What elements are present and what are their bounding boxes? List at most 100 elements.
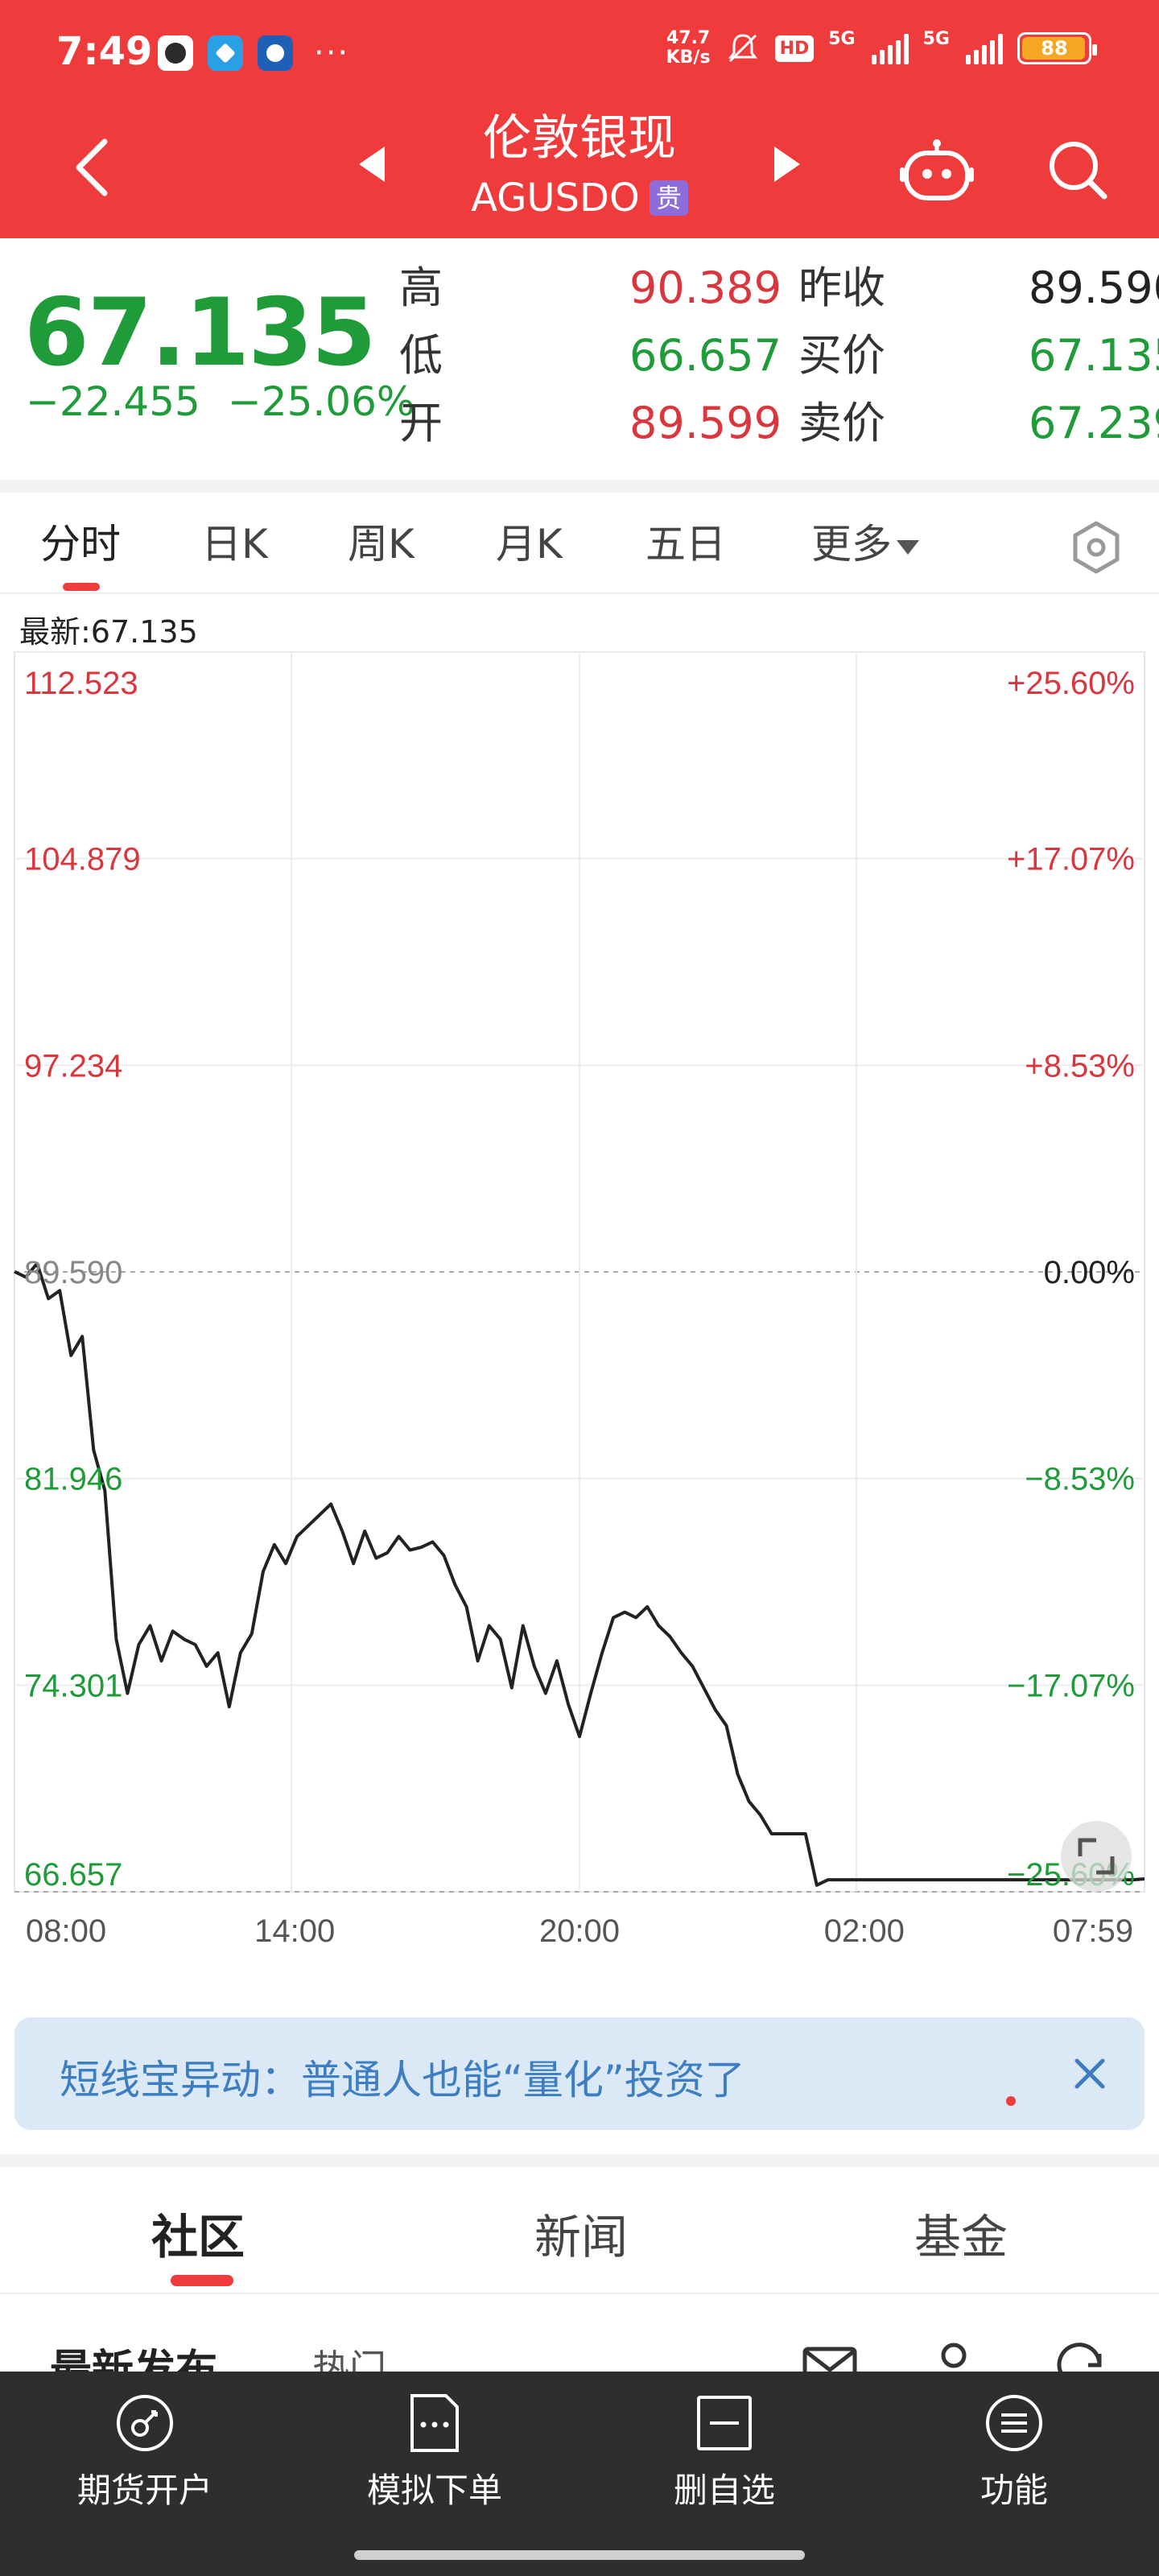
new-badge-dot bbox=[1006, 2096, 1016, 2106]
ask-value: 67.239 bbox=[1029, 398, 1159, 448]
y-axis-label: 81.946 bbox=[24, 1462, 122, 1497]
category-badge: 贵 bbox=[649, 180, 688, 216]
x-axis-label: 07:59 bbox=[1053, 1913, 1133, 1949]
filter-latest[interactable]: 最新发布⌄ bbox=[50, 2336, 245, 2372]
active-tab-indicator bbox=[63, 583, 100, 591]
app-header: 7:49 ··· 47.7 KB/s HD 5G 5G 88 bbox=[0, 0, 1159, 238]
user-icon[interactable] bbox=[926, 2338, 982, 2372]
status-bar: 7:49 ··· 47.7 KB/s HD 5G 5G 88 bbox=[0, 0, 1159, 105]
refresh-icon[interactable] bbox=[1051, 2338, 1107, 2372]
simulated-order-button[interactable]: 模拟下单 bbox=[314, 2392, 555, 2512]
quote-panel: 67.135 −22.455 −25.06% 高 90.389 昨收 89.59… bbox=[0, 238, 1159, 480]
latest-price-label: 最新:67.135 bbox=[19, 614, 198, 650]
close-icon[interactable] bbox=[1062, 2046, 1117, 2101]
tab-funds[interactable]: 基金 bbox=[914, 2210, 1008, 2264]
high-value: 90.389 bbox=[629, 262, 782, 313]
app-notification-icon bbox=[258, 35, 293, 71]
page-title: 伦敦银现 bbox=[483, 110, 676, 167]
app-notification-icon bbox=[208, 35, 243, 71]
divider bbox=[0, 2154, 1159, 2167]
y-axis-label: 66.657 bbox=[24, 1857, 122, 1893]
change-amount: −22.455 bbox=[26, 378, 200, 425]
intraday-chart[interactable]: 112.523 +25.60% 104.879 +17.07% 97.234 +8.53%… bbox=[0, 636, 1159, 1956]
active-tab-indicator bbox=[171, 2275, 233, 2286]
hd-badge: HD bbox=[774, 35, 815, 62]
high-label: 高 bbox=[399, 262, 443, 313]
remove-icon bbox=[697, 2396, 752, 2450]
tab-more[interactable]: 更多 bbox=[811, 512, 919, 570]
change-percent: −25.06% bbox=[227, 378, 415, 425]
price-change: −22.455 −25.06% bbox=[26, 378, 415, 425]
caret-down-icon bbox=[897, 539, 919, 555]
y-axis-pct-label: −17.07% bbox=[1007, 1668, 1135, 1703]
tab-community[interactable]: 社区 bbox=[151, 2210, 245, 2264]
last-price: 67.135 bbox=[24, 279, 377, 387]
chart-canvas: 112.523 +25.60% 104.879 +17.07% 97.234 +8.53%… bbox=[14, 651, 1145, 1949]
nav-bar: 伦敦银现 AGUSDO 贵 bbox=[0, 105, 1159, 238]
y-axis-pct-label: −8.53% bbox=[1025, 1462, 1135, 1497]
bid-value: 67.135 bbox=[1029, 330, 1159, 381]
bell-muted-icon bbox=[728, 34, 757, 63]
chevron-down-icon: ⌄ bbox=[222, 2359, 245, 2372]
robot-assistant-icon[interactable] bbox=[900, 138, 974, 203]
low-value: 66.657 bbox=[629, 330, 782, 381]
signal-icon bbox=[966, 32, 1003, 64]
bid-label: 买价 bbox=[798, 330, 885, 381]
open-futures-account-button[interactable]: 期货开户 bbox=[24, 2392, 266, 2512]
signal-label: 5G bbox=[828, 29, 856, 49]
document-icon bbox=[410, 2394, 459, 2452]
tab-weekly-k[interactable]: 周K bbox=[348, 521, 415, 568]
x-axis-label: 14:00 bbox=[254, 1913, 335, 1949]
instrument-symbol: AGUSDO bbox=[471, 175, 640, 221]
tab-monthly-k[interactable]: 月K bbox=[496, 521, 563, 568]
tab-intraday[interactable]: 分时 bbox=[40, 521, 121, 568]
mail-icon[interactable] bbox=[802, 2338, 858, 2372]
low-label: 低 bbox=[399, 330, 443, 381]
back-icon[interactable] bbox=[69, 135, 118, 200]
tab-five-day[interactable]: 五日 bbox=[645, 521, 726, 568]
remove-watchlist-button[interactable]: 删自选 bbox=[604, 2392, 845, 2512]
tab-news[interactable]: 新闻 bbox=[534, 2210, 629, 2264]
title-block: 伦敦银现 AGUSDO 贵 bbox=[0, 106, 1159, 224]
fullscreen-button[interactable] bbox=[1061, 1821, 1132, 1892]
prev-close-label: 昨收 bbox=[798, 262, 885, 313]
y-axis-label: 97.234 bbox=[24, 1048, 122, 1084]
y-axis-pct-label: +8.53% bbox=[1025, 1048, 1135, 1084]
search-icon[interactable] bbox=[1043, 135, 1111, 203]
signal-icon bbox=[871, 32, 909, 64]
y-axis-label: 104.879 bbox=[24, 842, 141, 877]
x-axis-label: 20:00 bbox=[539, 1913, 620, 1949]
tab-daily-k[interactable]: 日K bbox=[201, 521, 268, 568]
next-instrument-icon[interactable] bbox=[774, 147, 800, 182]
previous-instrument-icon[interactable] bbox=[359, 147, 385, 182]
open-label: 开 bbox=[399, 398, 443, 448]
chart-period-tabs: 分时 日K 周K 月K 五日 更多 bbox=[0, 493, 1159, 594]
network-speed: 47.7 KB/s bbox=[666, 28, 711, 68]
x-axis-label: 02:00 bbox=[824, 1913, 905, 1949]
price-line bbox=[14, 1261, 1145, 1887]
y-axis-label: 89.590 bbox=[24, 1255, 122, 1290]
expand-icon bbox=[1078, 1838, 1115, 1875]
x-axis-label: 08:00 bbox=[26, 1913, 106, 1949]
bottom-action-bar: 期货开户 模拟下单 删自选 功能 bbox=[0, 2372, 1159, 2576]
ask-label: 卖价 bbox=[798, 398, 885, 448]
settings-icon[interactable] bbox=[1069, 520, 1124, 575]
y-axis-label: 74.301 bbox=[24, 1668, 122, 1703]
y-axis-pct-label: +17.07% bbox=[1007, 842, 1135, 877]
functions-button[interactable]: 功能 bbox=[893, 2392, 1135, 2512]
status-app-icons: ··· bbox=[158, 35, 349, 71]
y-axis-pct-label: 0.00% bbox=[1044, 1255, 1135, 1290]
promo-banner[interactable]: 短线宝异动：普通人也能“量化”投资了 bbox=[14, 2017, 1145, 2130]
filter-hot[interactable]: 热门 bbox=[312, 2347, 386, 2372]
feed-filter-bar: 最新发布⌄ 热门 bbox=[0, 2294, 1159, 2372]
signal-label: 5G bbox=[922, 29, 950, 49]
home-indicator[interactable] bbox=[354, 2550, 805, 2560]
content-tabs: 社区 新闻 基金 bbox=[0, 2167, 1159, 2294]
y-axis-label: 112.523 bbox=[24, 666, 138, 701]
banner-text: 短线宝异动：普通人也能“量化”投资了 bbox=[60, 2057, 745, 2103]
more-notifications-icon: ··· bbox=[314, 35, 350, 72]
divider bbox=[0, 480, 1159, 493]
y-axis-pct-label: +25.60% bbox=[1007, 666, 1135, 701]
prev-close-value: 89.590 bbox=[1029, 262, 1159, 313]
open-value: 89.599 bbox=[629, 398, 782, 448]
